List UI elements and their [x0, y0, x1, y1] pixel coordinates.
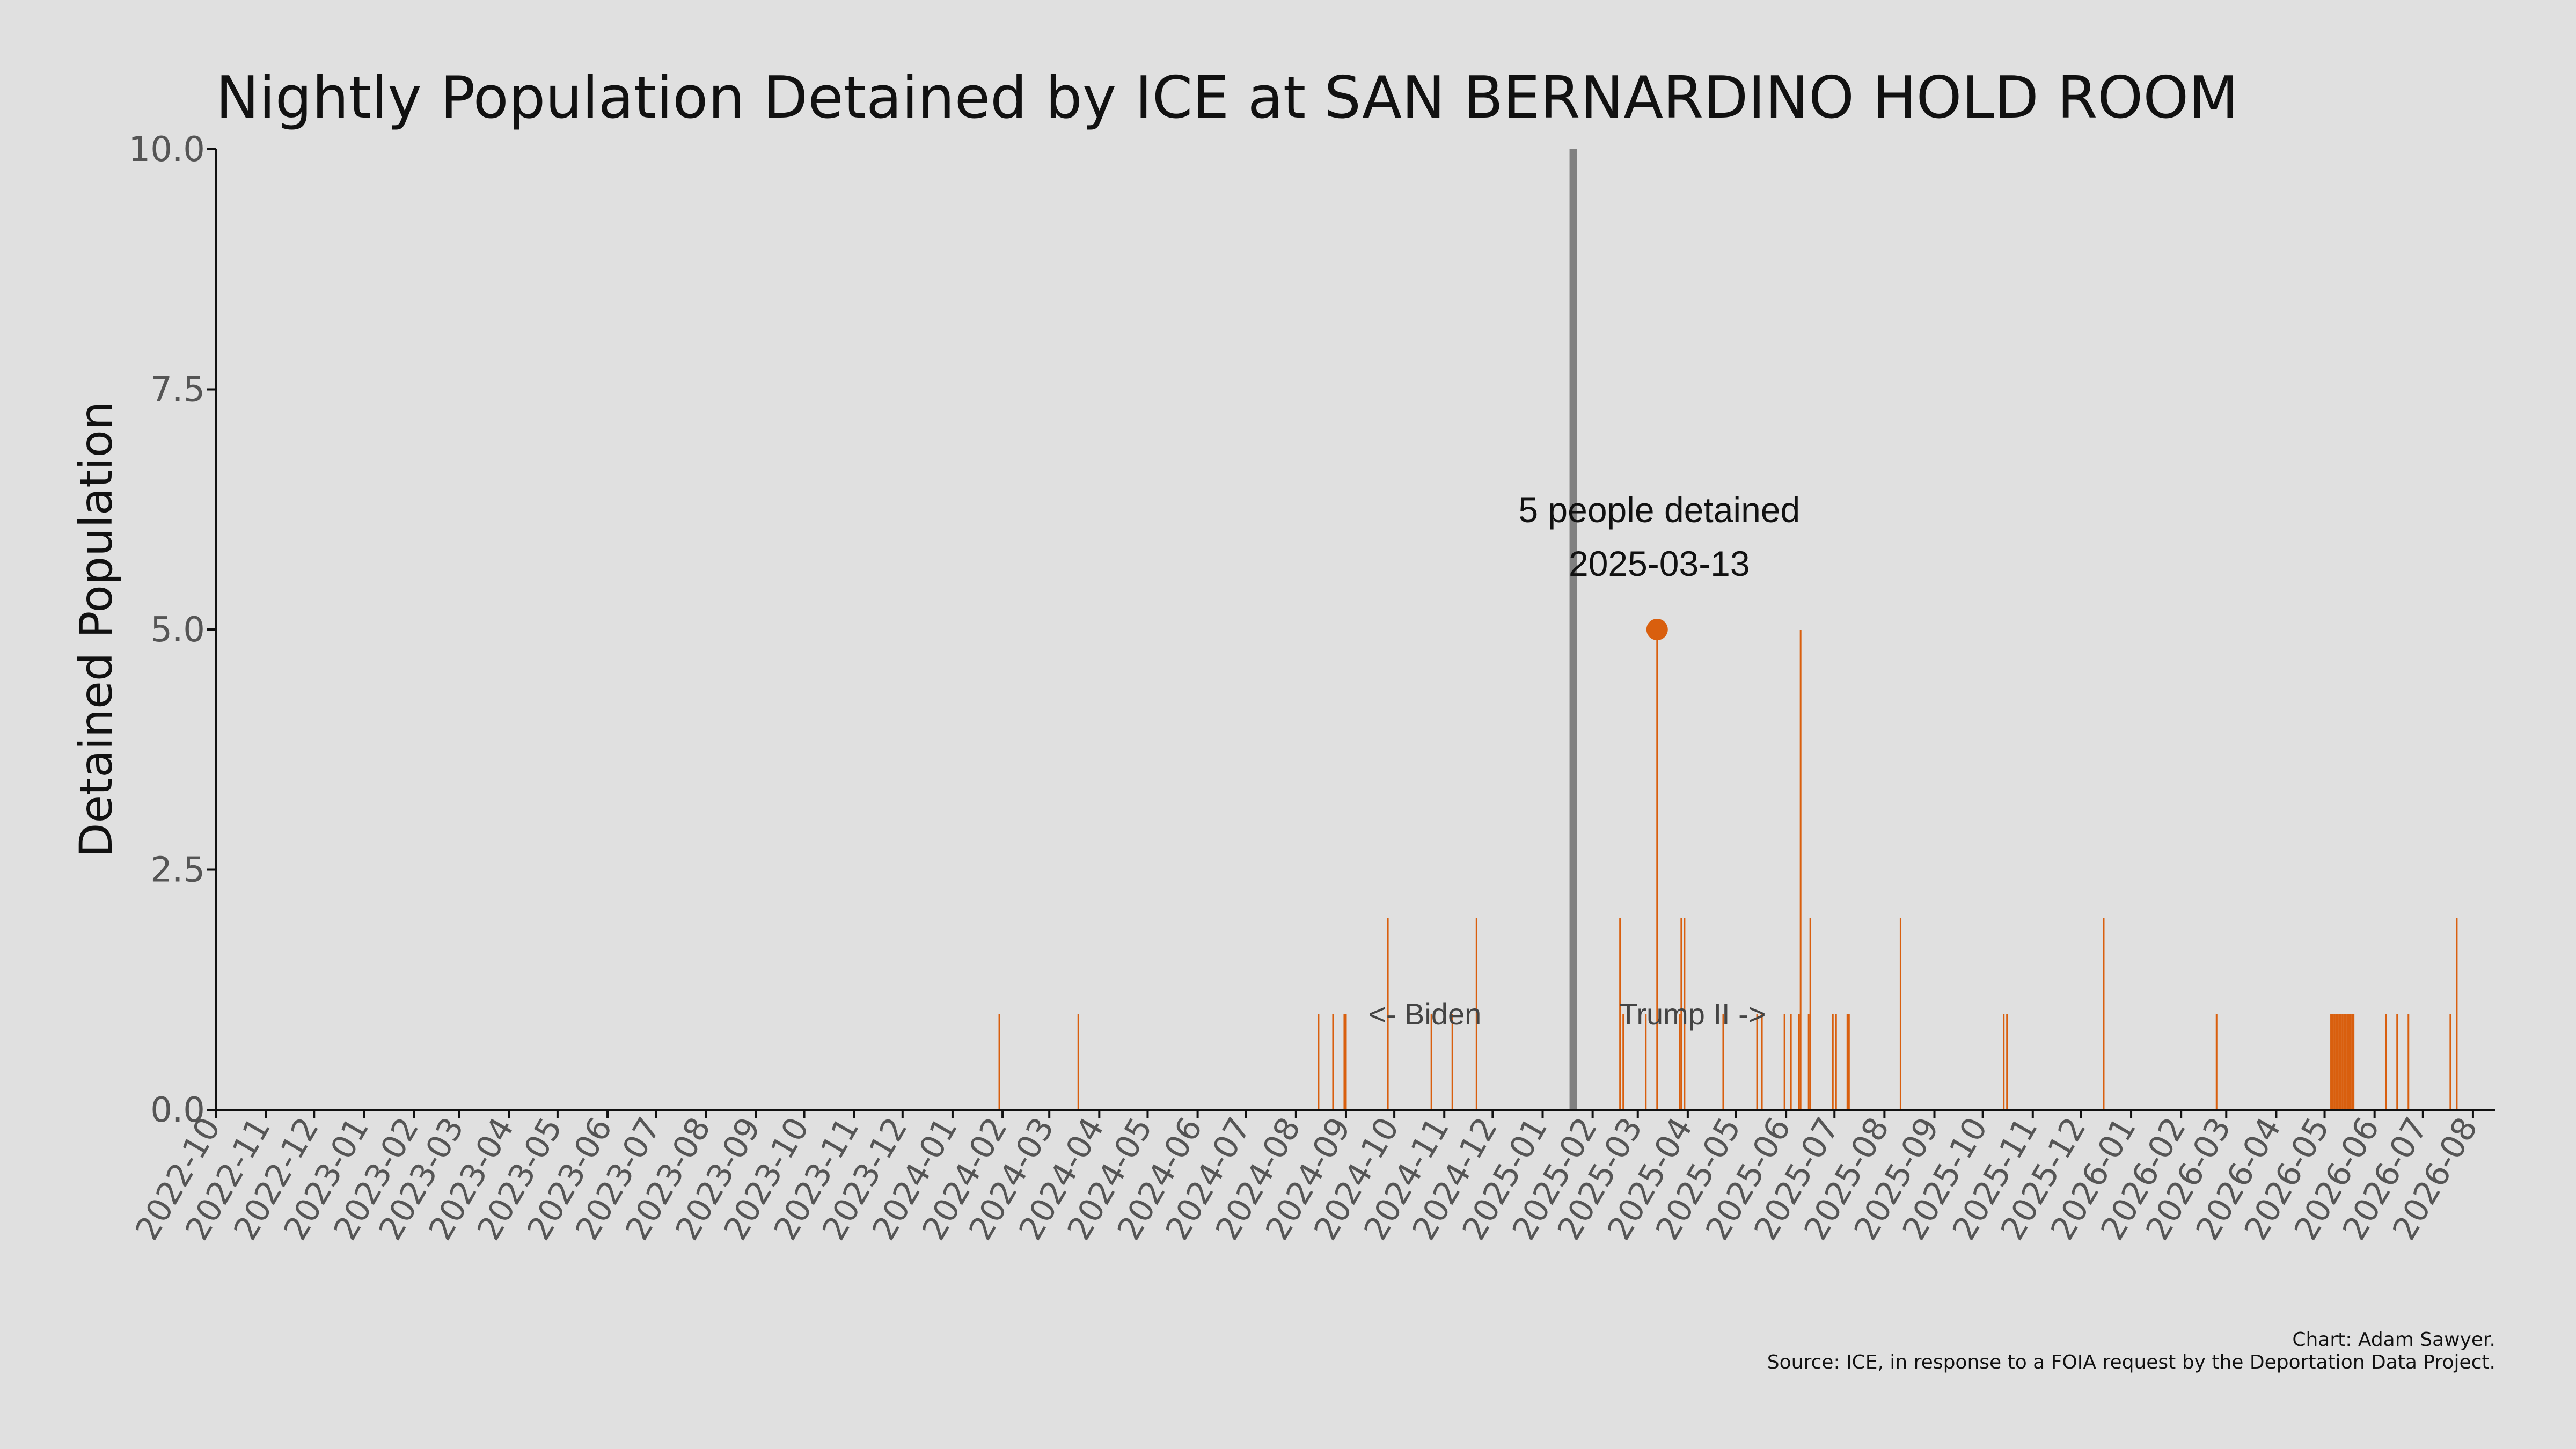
bar [1684, 918, 1686, 1110]
chart-title: Nightly Population Detained by ICE at SA… [216, 64, 2239, 131]
bar [1722, 1014, 1724, 1110]
bar [2337, 1014, 2339, 1110]
bar [2396, 1014, 2398, 1110]
bar [1790, 1014, 1792, 1110]
bar [1799, 630, 1802, 1110]
bar [1848, 1014, 1850, 1110]
bar [2103, 918, 2105, 1110]
bar [1622, 1014, 1624, 1110]
bar [1680, 918, 1682, 1110]
bar [2215, 1014, 2218, 1110]
bar [2346, 1014, 2348, 1110]
bar [2456, 918, 2458, 1110]
bar [2333, 1014, 2336, 1110]
bar-series [998, 630, 2458, 1110]
bar [1345, 1014, 1347, 1110]
bar [2332, 1014, 2334, 1110]
bar [1807, 1014, 1810, 1110]
bar [1783, 1014, 1785, 1110]
bar [1832, 1014, 1834, 1110]
bar [1343, 1014, 1345, 1110]
bar [1835, 1014, 1837, 1110]
highlight-point [1646, 619, 1668, 640]
bar [2353, 1014, 2355, 1110]
bar [2348, 1014, 2350, 1110]
bar [2350, 1014, 2352, 1110]
bar [1645, 1014, 1647, 1110]
bar [1798, 1014, 1800, 1110]
era-annotation: Trump II -> [1619, 997, 1766, 1031]
bar [2345, 1014, 2347, 1110]
y-axis-label: Detained Population [70, 401, 122, 858]
credit-author: Chart: Adam Sawyer. [2292, 1329, 2496, 1351]
bar [2338, 1014, 2340, 1110]
bar [1332, 1014, 1334, 1110]
bar [2449, 1014, 2451, 1110]
bar [1387, 918, 1389, 1110]
bar [1756, 1014, 1758, 1110]
bar [1656, 630, 1658, 1110]
bar [2335, 1014, 2337, 1110]
highlight-label-date: 2025-03-13 [1569, 544, 1750, 583]
bar [1077, 1014, 1079, 1110]
era-annotation: <- Biden [1368, 997, 1481, 1031]
bar [1619, 918, 1621, 1110]
bar [2343, 1014, 2345, 1110]
y-tick-label: 10.0 [129, 130, 206, 170]
highlight-label-count: 5 people detained [1518, 490, 1800, 530]
y-tick-label: 5.0 [150, 610, 205, 650]
credit-source: Source: ICE, in response to a FOIA reque… [1767, 1351, 2496, 1373]
bar [1899, 918, 1901, 1110]
bar [2385, 1014, 2387, 1110]
bar [2341, 1014, 2344, 1110]
x-axis-ticks: 2022-102022-112022-122023-012023-022023-… [128, 1110, 2485, 1247]
bar [1809, 918, 1811, 1110]
y-tick-label: 0.0 [150, 1091, 205, 1130]
bar [1846, 1014, 1848, 1110]
bar [2407, 1014, 2410, 1110]
era-annotations: <- Biden Trump II -> [1368, 997, 1766, 1031]
bar [1451, 1014, 1453, 1110]
y-axis-ticks: 0.0 2.5 5.0 7.5 10.0 [129, 130, 216, 1130]
bar [998, 1014, 1000, 1110]
bar [1430, 1014, 1432, 1110]
bar [1679, 1014, 1681, 1110]
bar [2340, 1014, 2342, 1110]
y-tick-label: 7.5 [150, 370, 205, 410]
bar [2351, 1014, 2353, 1110]
bar [1475, 918, 1477, 1110]
bar [2330, 1014, 2332, 1110]
bar [2006, 1014, 2008, 1110]
bar [1761, 1014, 1763, 1110]
bar [2003, 1014, 2005, 1110]
y-tick-label: 2.5 [150, 851, 205, 890]
bar [1318, 1014, 1320, 1110]
